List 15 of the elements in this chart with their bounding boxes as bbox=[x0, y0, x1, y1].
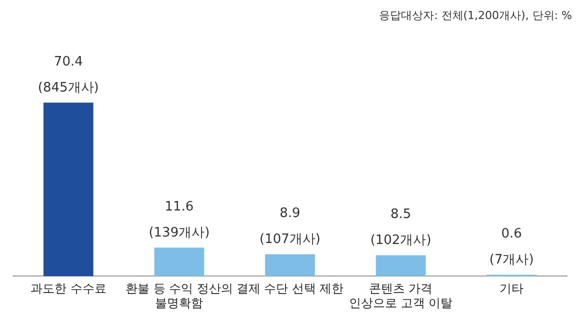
x-tick-label: 환불 등 수익 정산의 불명확함 bbox=[125, 282, 233, 310]
x-tick-label: 기타 bbox=[500, 282, 524, 296]
bar bbox=[154, 248, 204, 276]
x-tick-label: 콘텐츠 가격 인상으로 고객 이탈 bbox=[348, 282, 453, 310]
data-label: 0.6 (7개사) bbox=[489, 226, 534, 268]
text: 응답대상자: 전체(1,200개사), 단위: % bbox=[378, 8, 572, 24]
bar bbox=[376, 255, 426, 276]
data-label: 11.6 (139개사) bbox=[148, 199, 210, 240]
bar bbox=[265, 254, 315, 276]
data-label: 70.4 (845개사) bbox=[38, 54, 99, 96]
bar bbox=[43, 102, 94, 276]
x-tick-label: 과도한 수수료 bbox=[30, 282, 106, 296]
data-label: 8.5 (102개사) bbox=[370, 207, 432, 248]
data-label: 8.9 (107개사) bbox=[260, 206, 320, 248]
x-tick-label: 결제 수단 선택 제한 bbox=[236, 282, 344, 296]
